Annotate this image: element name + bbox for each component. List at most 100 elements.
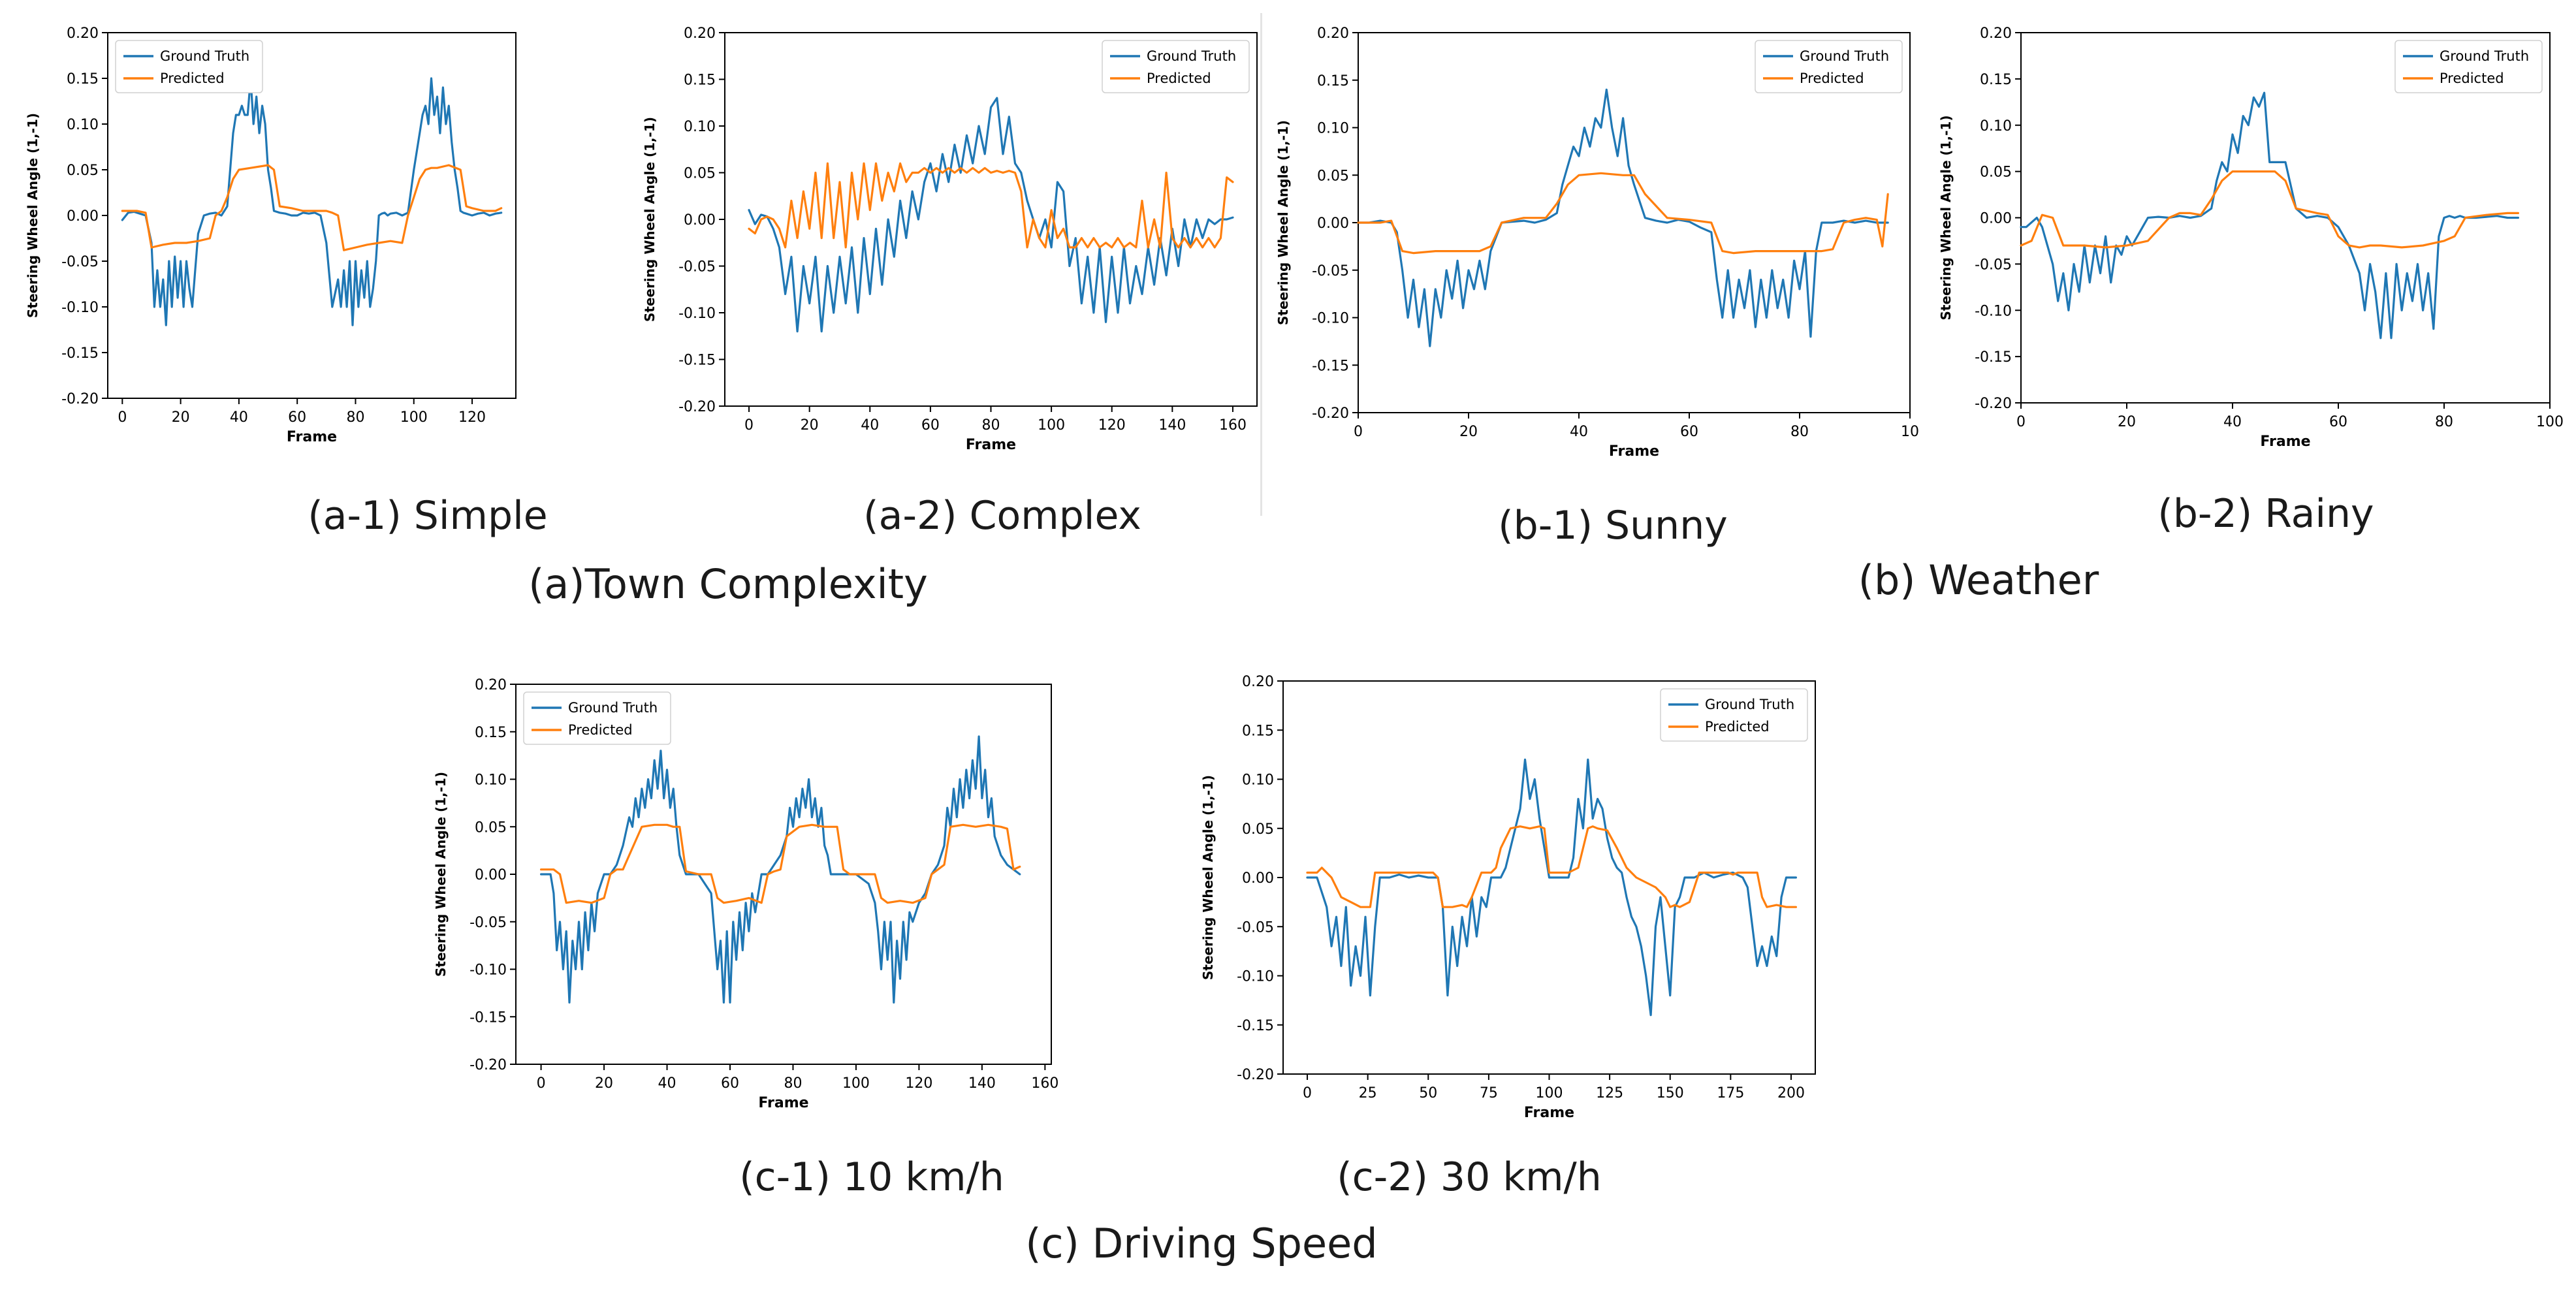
series-line-ground-truth: [1357, 88, 1889, 347]
legend-label: Predicted: [1147, 71, 1211, 86]
y-axis-label: Steering Wheel Angle (1,-1): [1938, 115, 1954, 320]
legend: Ground Truth Predicted: [1660, 688, 1808, 742]
x-axis-label: Frame: [287, 429, 337, 445]
y-tick-label: -0.05: [678, 259, 716, 276]
y-tick-label: 0.20: [684, 25, 716, 42]
x-tick-label: 40: [658, 1075, 676, 1092]
y-axis-label: Steering Wheel Angle (1,-1): [642, 117, 658, 322]
legend-label: Predicted: [568, 722, 633, 738]
x-tick-label: 10: [1901, 424, 1919, 440]
y-tick-label: 0.05: [1317, 168, 1349, 184]
legend-box: [115, 40, 263, 93]
series-line-predicted: [2020, 170, 2519, 249]
panel-divider: [1260, 13, 1262, 516]
plot-frame: [1358, 32, 1911, 413]
x-tick-label: 20: [2118, 414, 2136, 430]
x-tick-label: 100: [1536, 1085, 1563, 1101]
y-tick-label: 0.00: [684, 212, 716, 229]
legend-label: Ground Truth: [568, 700, 658, 716]
chart-a2: -0.20 -0.15 -0.10 -0.05 0.00 0.05 0.10 0.15 0.20…: [642, 25, 1258, 453]
y-tick-label: -0.20: [469, 1057, 507, 1073]
legend-label: Ground Truth: [160, 48, 249, 64]
y-tick-label: -0.15: [1312, 358, 1349, 374]
y-tick-label: -0.20: [1237, 1067, 1274, 1083]
legend-label: Predicted: [1705, 719, 1770, 735]
x-tick-label: 100: [842, 1075, 870, 1092]
y-tick-label: 0.15: [1980, 72, 2012, 88]
y-tick-label: 0.05: [1242, 821, 1274, 838]
y-tick-label: 0.00: [67, 208, 99, 225]
series-line-ground-truth: [539, 735, 1021, 1004]
subcaption-b2: (b-2) Rainy: [2157, 491, 2374, 537]
y-tick-label: -0.05: [469, 915, 507, 931]
x-axis-label: Frame: [2260, 434, 2310, 450]
x-tick-label: 80: [346, 409, 364, 426]
legend-label: Predicted: [160, 71, 225, 86]
y-tick-label: 0.20: [67, 25, 99, 42]
y-tick-label: -0.15: [469, 1009, 507, 1026]
legend: Ground Truth Predicted: [2394, 40, 2543, 93]
x-tick-label: 60: [2329, 414, 2347, 430]
series-line-predicted: [748, 162, 1234, 249]
x-tick-label: 80: [784, 1075, 802, 1092]
y-tick-label: 0.15: [1242, 723, 1274, 739]
x-tick-label: 80: [1790, 424, 1809, 440]
x-tick-label: 120: [905, 1075, 932, 1092]
x-axis-label: Frame: [758, 1095, 808, 1111]
series-line-predicted: [121, 164, 503, 251]
y-tick-label: 0.10: [1317, 121, 1349, 137]
y-tick-label: 0.20: [475, 677, 507, 693]
x-tick-label: 75: [1480, 1085, 1498, 1101]
y-tick-label: 0.10: [684, 119, 716, 135]
x-tick-label: 0: [2016, 414, 2026, 430]
y-tick-label: -0.20: [678, 399, 716, 415]
plot-frame: [2020, 32, 2551, 404]
legend-box: [1660, 688, 1808, 742]
x-tick-label: 150: [1657, 1085, 1684, 1101]
y-tick-label: -0.05: [1312, 263, 1349, 279]
y-tick-label: -0.15: [61, 345, 99, 362]
y-tick-label: 0.15: [1317, 73, 1349, 89]
legend-box: [2394, 40, 2543, 93]
subcaption-b1: (b-1) Sunny: [1498, 503, 1728, 548]
y-tick-label: 0.05: [684, 166, 716, 182]
y-tick-label: -0.10: [1237, 969, 1274, 985]
x-tick-label: 20: [801, 417, 819, 434]
x-tick-label: 40: [230, 409, 248, 426]
legend-label: Predicted: [2440, 71, 2504, 86]
y-tick-label: -0.05: [1975, 257, 2012, 273]
y-tick-label: -0.10: [1975, 303, 2012, 319]
x-tick-label: 160: [1219, 417, 1247, 434]
legend: Ground Truth Predicted: [1102, 40, 1250, 93]
series-line-ground-truth: [748, 97, 1234, 333]
x-tick-label: 100: [2536, 414, 2564, 430]
x-tick-label: 40: [1570, 424, 1588, 440]
legend-box: [1102, 40, 1250, 93]
legend-box: [523, 691, 671, 745]
y-tick-label: 0.20: [1317, 25, 1349, 42]
x-tick-label: 140: [968, 1075, 996, 1092]
plot-frame: [724, 32, 1258, 407]
y-axis-label: Steering Wheel Angle (1,-1): [1200, 775, 1216, 980]
x-tick-label: 20: [172, 409, 190, 426]
x-tick-label: 125: [1596, 1085, 1623, 1101]
y-tick-label: -0.15: [1237, 1018, 1274, 1034]
y-tick-label: 0.10: [1242, 772, 1274, 789]
x-tick-label: 0: [1303, 1085, 1312, 1101]
y-tick-label: -0.20: [1975, 396, 2012, 412]
subcaption-a1: (a-1) Simple: [308, 493, 548, 539]
y-axis-label: Steering Wheel Angle (1,-1): [25, 113, 40, 318]
x-tick-label: 20: [595, 1075, 613, 1092]
y-tick-label: 0.10: [1980, 118, 2012, 135]
x-tick-label: 20: [1459, 424, 1478, 440]
y-tick-label: -0.15: [1975, 349, 2012, 366]
legend: Ground Truth Predicted: [523, 691, 671, 745]
x-tick-label: 100: [400, 409, 428, 426]
y-tick-label: 0.10: [475, 772, 507, 789]
x-tick-label: 175: [1717, 1085, 1744, 1101]
chart-c1: -0.20 -0.15 -0.10 -0.05 0.00 0.05 0.10 0.15 0.20…: [433, 677, 1058, 1111]
x-axis-label: Frame: [1524, 1105, 1574, 1121]
y-tick-label: 0.05: [475, 819, 507, 836]
y-tick-label: 0.00: [1980, 211, 2012, 227]
y-tick-label: 0.00: [1242, 870, 1274, 887]
